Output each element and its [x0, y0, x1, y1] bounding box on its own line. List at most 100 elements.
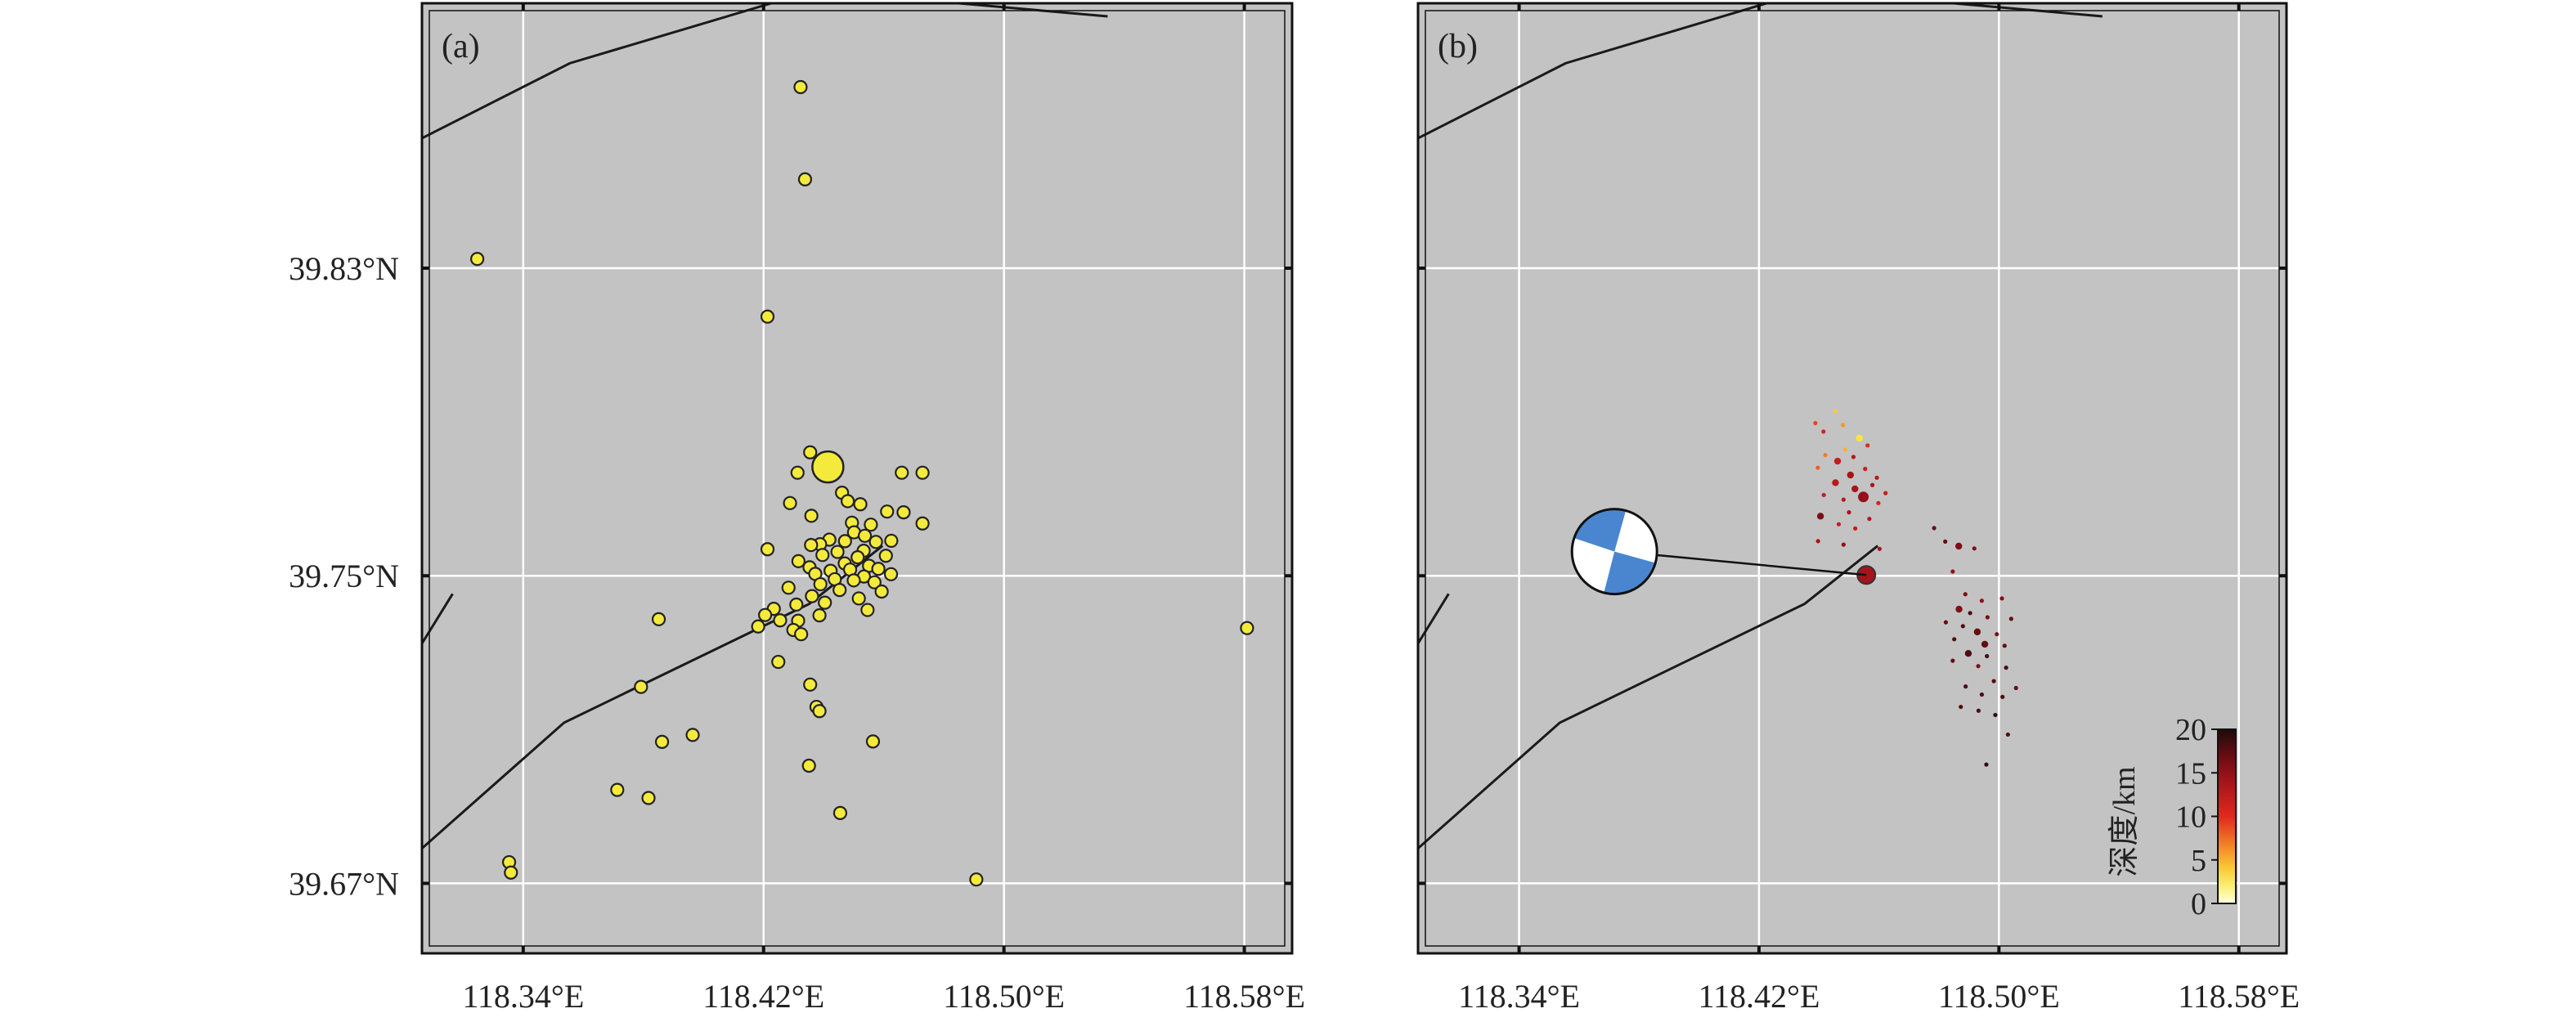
epicenter-dot [791, 554, 806, 568]
panel-a-map [420, 2, 1294, 955]
latitude-axis: 39.83°N 39.75°N 39.67°N [289, 250, 399, 902]
relocated-event-dot [1836, 522, 1842, 527]
relocated-event-dot [1847, 510, 1851, 515]
relocated-event-dot [2013, 685, 2018, 691]
epicenter-dot [832, 805, 848, 820]
map-frame [1416, 2, 2288, 955]
epicenter-dot [1240, 621, 1254, 635]
relocated-event-dot [1984, 762, 1989, 767]
epicenter-dot [760, 542, 775, 557]
lat-tick-label: 39.67°N [289, 865, 399, 902]
relocated-event-dot [1833, 457, 1842, 465]
relocated-event-dot [1863, 466, 1868, 472]
relocated-event-dot [1950, 569, 1955, 574]
epicenter-dot [470, 252, 485, 267]
epicenter-dot [812, 608, 827, 623]
relocated-event-dot [1999, 596, 2004, 601]
relocated-event-dot [1821, 429, 1826, 434]
relocated-event-dot [1847, 471, 1854, 479]
epicenter-dot [880, 504, 895, 519]
epicenter-dot [804, 537, 819, 553]
relocated-event-dot [1877, 546, 1882, 551]
relocated-event-dot [1883, 491, 1888, 495]
relocated-event-dot [1842, 447, 1847, 452]
mainshock-dot [811, 450, 845, 484]
relocated-event-dot [1943, 539, 1948, 544]
relocated-event-dot [1943, 620, 1949, 625]
relocated-event-dot [1874, 475, 1879, 480]
relocated-event-dot [1841, 497, 1846, 502]
map-background [1418, 3, 2287, 953]
relocated-event-dot [1832, 479, 1839, 486]
epicenter-dot [857, 528, 873, 543]
relocated-event-dot [1950, 658, 1955, 663]
relocated-event-dot [1841, 542, 1846, 547]
relocated-event-dot [1985, 653, 1990, 659]
relocated-event-dot [1813, 420, 1818, 426]
epicenter-dot [915, 516, 930, 531]
epicenter-dot [878, 549, 893, 563]
colorbar-tick-label: 15 [2175, 756, 2206, 791]
lon-tick-label: 118.42°E [702, 978, 824, 1015]
relocated-event-dot [2004, 666, 2008, 670]
epicenter-dot [794, 627, 809, 642]
relocated-event-dot [1856, 434, 1864, 442]
relocated-event-dot [1963, 592, 1968, 597]
map-content [422, 3, 1292, 953]
epicenter-dot [865, 734, 881, 749]
relocated-event-dot [1865, 443, 1870, 448]
epicenter-dot [837, 534, 852, 549]
relocated-event-dot [1979, 598, 1985, 603]
epicenter-dot [850, 550, 865, 565]
epicenter-dot [867, 575, 882, 589]
epicenter-dot [803, 445, 818, 459]
relocated-event-dot [1823, 452, 1828, 458]
epicenter-dot [793, 79, 808, 95]
relocated-event-dot [1816, 513, 1824, 520]
epicenter-dot [860, 603, 875, 617]
epicenter-dot [641, 791, 656, 805]
epicenter-dot [781, 580, 796, 595]
relocated-event-dot [1976, 664, 1981, 669]
epicenter-dot [812, 704, 827, 719]
lon-tick-label: 118.34°E [462, 978, 584, 1015]
relocated-event-dot [1976, 708, 1981, 713]
colorbar-gradient [2217, 728, 2237, 904]
epicenter-dot [804, 509, 819, 523]
lon-tick-label: 118.58°E [2178, 978, 2300, 1015]
epicenter-dot [896, 505, 911, 520]
lat-tick-label: 39.75°N [289, 558, 399, 594]
colorbar-label: 深度/km [2107, 766, 2142, 876]
relocated-event-dot [1959, 704, 1963, 710]
relocated-event-dot [2000, 694, 2005, 699]
relocated-event-dot [1960, 624, 1965, 629]
map-frame-inner [1425, 10, 2280, 947]
panel-b-label: (b) [1438, 28, 1478, 65]
panel-a-label: (a) [442, 28, 480, 65]
epicenter-dot [634, 679, 648, 694]
relocated-event-dot [1869, 482, 1875, 487]
epicenter-dot [760, 309, 775, 324]
epicenter-dot [790, 465, 805, 480]
relocated-event-dot [1932, 526, 1936, 531]
epicenter-dot [864, 518, 878, 532]
longitude-axis-a: 118.34°E 118.42°E 118.50°E 118.58°E [462, 978, 1305, 1015]
epicenter-dot [969, 872, 984, 887]
epicenter-dot [830, 545, 845, 559]
epicenter-dot [853, 497, 868, 512]
map-frame [420, 2, 1294, 955]
epicenter-dot [874, 584, 889, 599]
relocated-event-dot [1995, 632, 1999, 637]
epicenter-dot [610, 782, 625, 797]
relocated-event-dot [1979, 692, 1985, 697]
epicenter-dot [751, 619, 765, 634]
epicenter-dot [815, 548, 830, 563]
relocated-event-dot [1985, 615, 1990, 620]
depth-colorbar: 深度/km 20 15 10 5 0 [2107, 713, 2237, 921]
colorbar-tick-label: 20 [2175, 713, 2206, 747]
epicenter-dot [789, 597, 804, 612]
epicenter-dot [915, 465, 930, 480]
epicenter-dot [773, 613, 788, 628]
relocated-event-dot [1993, 712, 1998, 718]
